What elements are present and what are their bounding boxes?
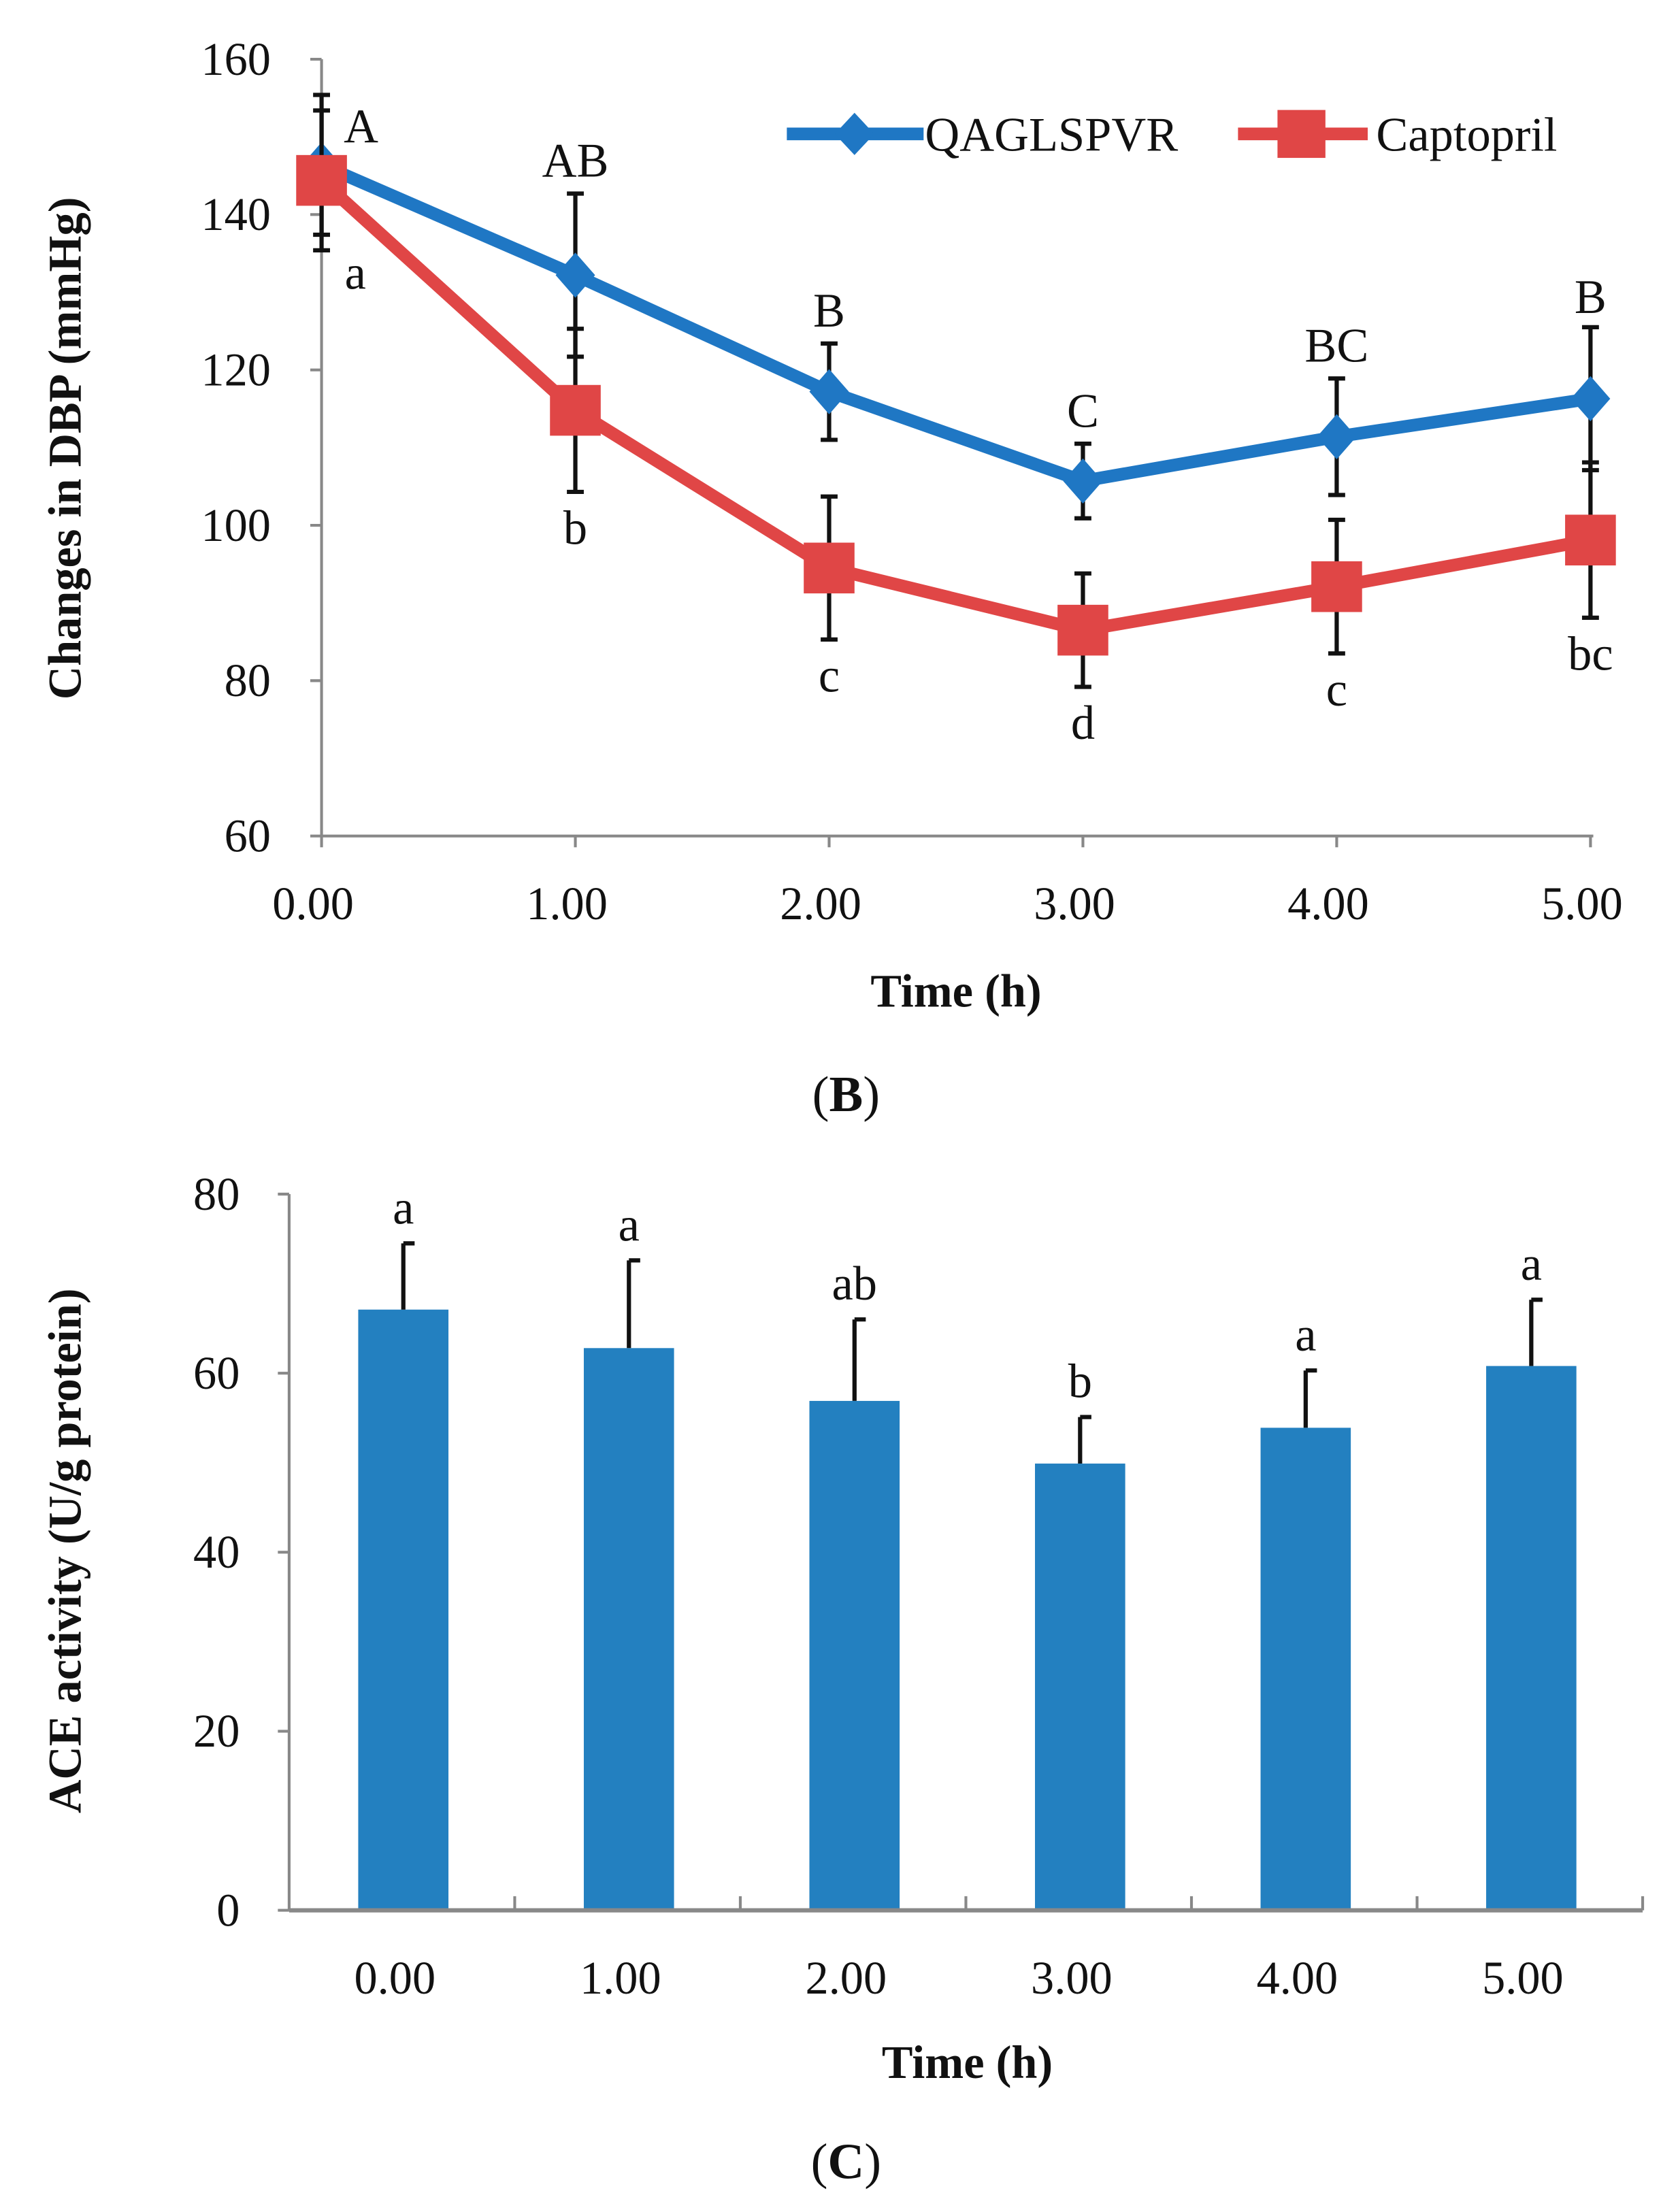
y-tick-label: 60 xyxy=(225,810,271,862)
significance-letter: bc xyxy=(1568,628,1613,681)
significance-letter: a xyxy=(1295,1308,1316,1361)
significance-letter: a xyxy=(393,1181,414,1234)
data-point-square xyxy=(1565,514,1616,566)
bar xyxy=(1035,1464,1125,1911)
significance-letter: d xyxy=(1071,697,1095,750)
data-point-square xyxy=(1311,561,1362,612)
x-tick-label: 3.00 xyxy=(1031,1952,1113,2004)
data-point-square xyxy=(296,154,347,206)
significance-letter: a xyxy=(1521,1238,1542,1291)
panel-label: (B) xyxy=(812,1067,880,1123)
x-tick-label: 0.00 xyxy=(354,1952,435,2004)
y-tick-label: 120 xyxy=(201,344,271,395)
data-point-diamond xyxy=(809,369,849,414)
legend: QAGLSPVR Captopril xyxy=(787,109,1558,162)
significance-letter: c xyxy=(1326,663,1347,716)
legend-label: Captopril xyxy=(1376,109,1557,162)
bar xyxy=(583,1348,674,1911)
y-tick-label: 40 xyxy=(193,1526,240,1578)
data-point-diamond xyxy=(555,252,595,298)
data-point-square xyxy=(550,384,601,436)
x-tick-label: 0.00 xyxy=(272,878,354,929)
y-tick-label: 0 xyxy=(216,1884,240,1936)
data-point-square xyxy=(804,542,855,594)
significance-letter: B xyxy=(813,284,845,337)
legend-marker-square xyxy=(1277,110,1326,159)
y-axis-title: Changes in DBP (mmHg) xyxy=(39,197,91,700)
y-tick-label: 20 xyxy=(193,1705,240,1757)
y-tick-label: 80 xyxy=(193,1168,240,1220)
panel-label-part: ) xyxy=(864,2134,881,2190)
x-tick-label: 3.00 xyxy=(1034,878,1115,929)
x-axis-title: Time (h) xyxy=(882,2036,1053,2088)
panel-label-part: B xyxy=(829,1067,863,1123)
series-line xyxy=(317,176,1592,637)
legend-marker-diamond xyxy=(834,112,874,155)
x-tick-label: 1.00 xyxy=(580,1952,661,2004)
data-point-diamond xyxy=(1063,458,1103,504)
significance-letter: B xyxy=(1575,271,1607,324)
x-tick-label: 2.00 xyxy=(806,1952,887,2004)
panel-label-part: ) xyxy=(863,1067,880,1123)
x-tick-label: 4.00 xyxy=(1257,1952,1338,2004)
significance-letter: c xyxy=(819,650,840,703)
bar xyxy=(1486,1366,1577,1911)
legend-label: QAGLSPVR xyxy=(925,109,1178,162)
bar xyxy=(809,1400,900,1911)
significance-letter: b xyxy=(563,502,587,555)
y-tick-label: 60 xyxy=(193,1347,240,1399)
x-tick-label: 5.00 xyxy=(1541,878,1623,929)
significance-letter: BC xyxy=(1304,319,1368,372)
significance-letter: b xyxy=(1068,1355,1092,1408)
y-tick-label: 100 xyxy=(201,499,271,551)
data-point-square xyxy=(1057,604,1108,656)
ace-bar-chart: 0 20 40 60 80 a 0.00 a 1.00 ab 2.00 b 3.00 a 4.00 a 5.00… xyxy=(39,1168,1645,2190)
x-axis-title: Time (h) xyxy=(870,965,1041,1017)
y-tick-label: 160 xyxy=(201,33,271,85)
panel-label-part: C xyxy=(827,2134,864,2190)
bar xyxy=(1260,1427,1351,1911)
data-point-diamond xyxy=(1570,376,1611,422)
x-tick-label: 5.00 xyxy=(1482,1952,1564,2004)
x-tick-label: 2.00 xyxy=(780,878,861,929)
dbp-line-chart: 60 80 100 120 140 160 0.00 1.00 2.00 3.00 4.00 5.00… xyxy=(39,33,1623,1123)
significance-letter: a xyxy=(619,1198,640,1251)
significance-letter: a xyxy=(345,247,366,300)
y-axis-title: ACE activity (U/g protein) xyxy=(39,1288,91,1813)
bar xyxy=(358,1309,449,1911)
significance-letter: AB xyxy=(542,135,609,188)
significance-letter: ab xyxy=(832,1257,877,1310)
x-tick-label: 4.00 xyxy=(1287,878,1369,929)
panel-label-part: ( xyxy=(811,2134,828,2190)
x-tick-label: 1.00 xyxy=(526,878,608,929)
y-tick-label: 140 xyxy=(201,188,271,240)
data-point-diamond xyxy=(1317,414,1357,460)
panel-label-part: ( xyxy=(812,1067,829,1123)
y-tick-label: 80 xyxy=(225,655,271,706)
panel-label: (C) xyxy=(811,2134,882,2190)
series-line xyxy=(318,159,1592,488)
significance-letter: A xyxy=(344,100,378,153)
significance-letter: C xyxy=(1067,384,1099,438)
